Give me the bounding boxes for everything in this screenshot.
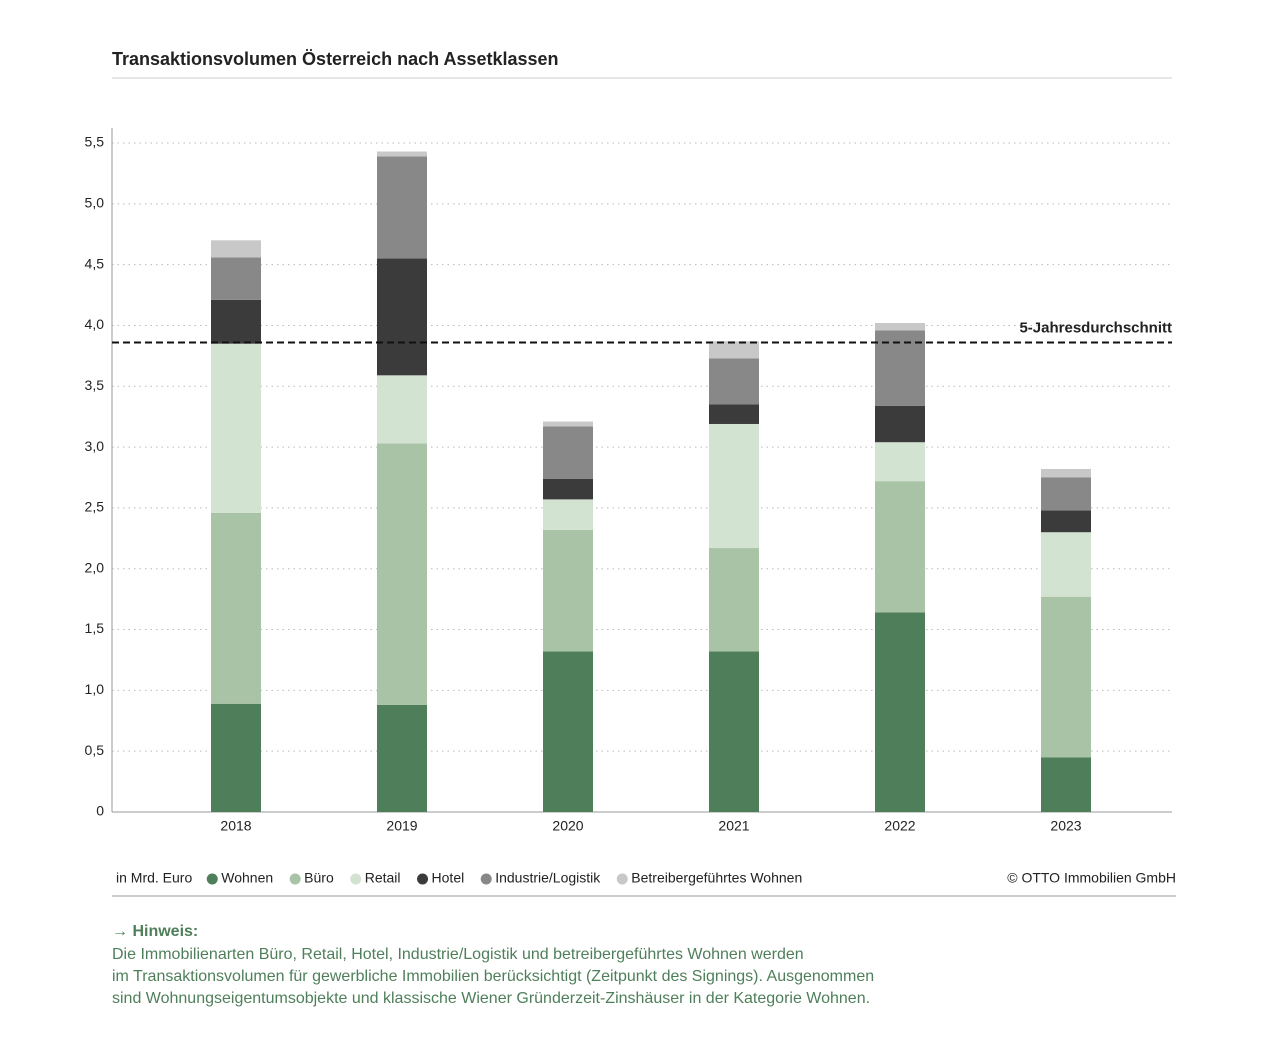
bar-segment (211, 703, 261, 812)
x-tick-label: 2019 (386, 818, 417, 834)
chart-title: Transaktionsvolumen Österreich nach Asse… (112, 49, 559, 69)
source: © OTTO Immobilien GmbH (1007, 870, 1176, 886)
legend-swatch (417, 873, 429, 885)
bar-segment (1041, 596, 1091, 758)
bar-segment (543, 529, 593, 652)
legend-swatch (480, 873, 492, 885)
bar-segment (543, 478, 593, 500)
bar-segment (377, 443, 427, 705)
bar-segment (1041, 477, 1091, 511)
bar-segment (875, 442, 925, 482)
bar-segment (543, 421, 593, 427)
bar-segment (211, 299, 261, 344)
y-tick-label: 0,5 (85, 742, 105, 758)
y-tick-label: 2,5 (85, 499, 105, 515)
bar-segment (709, 404, 759, 424)
bar-segment (211, 512, 261, 704)
legend-label: Hotel (432, 870, 465, 886)
bar-segment (211, 343, 261, 513)
y-tick-label: 3,0 (85, 438, 105, 454)
bar-segment (709, 423, 759, 549)
note-line: im Transaktionsvolumen für gewerbliche I… (112, 968, 874, 985)
bar-segment (543, 651, 593, 812)
bar-segment (709, 358, 759, 405)
bar-segment (543, 499, 593, 530)
note-line: Die Immobilienarten Büro, Retail, Hotel,… (112, 946, 804, 963)
y-tick-label: 0 (96, 803, 104, 819)
bar-segment (1041, 757, 1091, 812)
bar-segment (543, 426, 593, 479)
bar-segment (211, 240, 261, 258)
bar-segment (875, 612, 925, 812)
bar-segment (875, 481, 925, 613)
bar-segment (875, 323, 925, 331)
y-tick-label: 5,0 (85, 195, 105, 211)
bar-segment (377, 258, 427, 376)
note-line: sind Wohnungseigentumsobjekte und klassi… (112, 990, 870, 1007)
note-heading: → Hinweis: (112, 923, 198, 940)
legend-swatch (350, 873, 362, 885)
bar-segment (377, 151, 427, 157)
unit-label: in Mrd. Euro (116, 870, 192, 886)
average-label: 5-Jahresdurchschnitt (1019, 319, 1172, 336)
legend-label: Betreibergeführtes Wohnen (631, 870, 802, 886)
y-tick-label: 4,0 (85, 316, 105, 332)
legend-label: Büro (304, 870, 334, 886)
x-tick-label: 2020 (552, 818, 583, 834)
x-tick-label: 2022 (884, 818, 915, 834)
bar-segment (709, 651, 759, 812)
bar-segment (377, 156, 427, 259)
y-tick-label: 5,5 (85, 134, 105, 150)
x-tick-label: 2023 (1050, 818, 1081, 834)
y-tick-label: 1,5 (85, 620, 105, 636)
y-tick-label: 1,0 (85, 681, 105, 697)
bar-segment (1041, 532, 1091, 597)
x-tick-label: 2018 (220, 818, 251, 834)
y-tick-label: 4,5 (85, 255, 105, 271)
y-tick-label: 3,5 (85, 377, 105, 393)
bar-segment (709, 548, 759, 652)
bar-segment (377, 704, 427, 812)
bar-segment (709, 341, 759, 359)
y-tick-label: 2,0 (85, 559, 105, 575)
legend-label: Industrie/Logistik (495, 870, 601, 886)
bar-segment (875, 405, 925, 443)
legend-label: Retail (365, 870, 401, 886)
bar-segment (1041, 468, 1091, 478)
legend-label: Wohnen (221, 870, 273, 886)
bar-segment (211, 257, 261, 300)
legend-swatch (289, 873, 301, 885)
bar-segment (377, 375, 427, 444)
x-tick-label: 2021 (718, 818, 749, 834)
legend-swatch (616, 873, 628, 885)
legend-swatch (206, 873, 218, 885)
bar-segment (1041, 510, 1091, 533)
